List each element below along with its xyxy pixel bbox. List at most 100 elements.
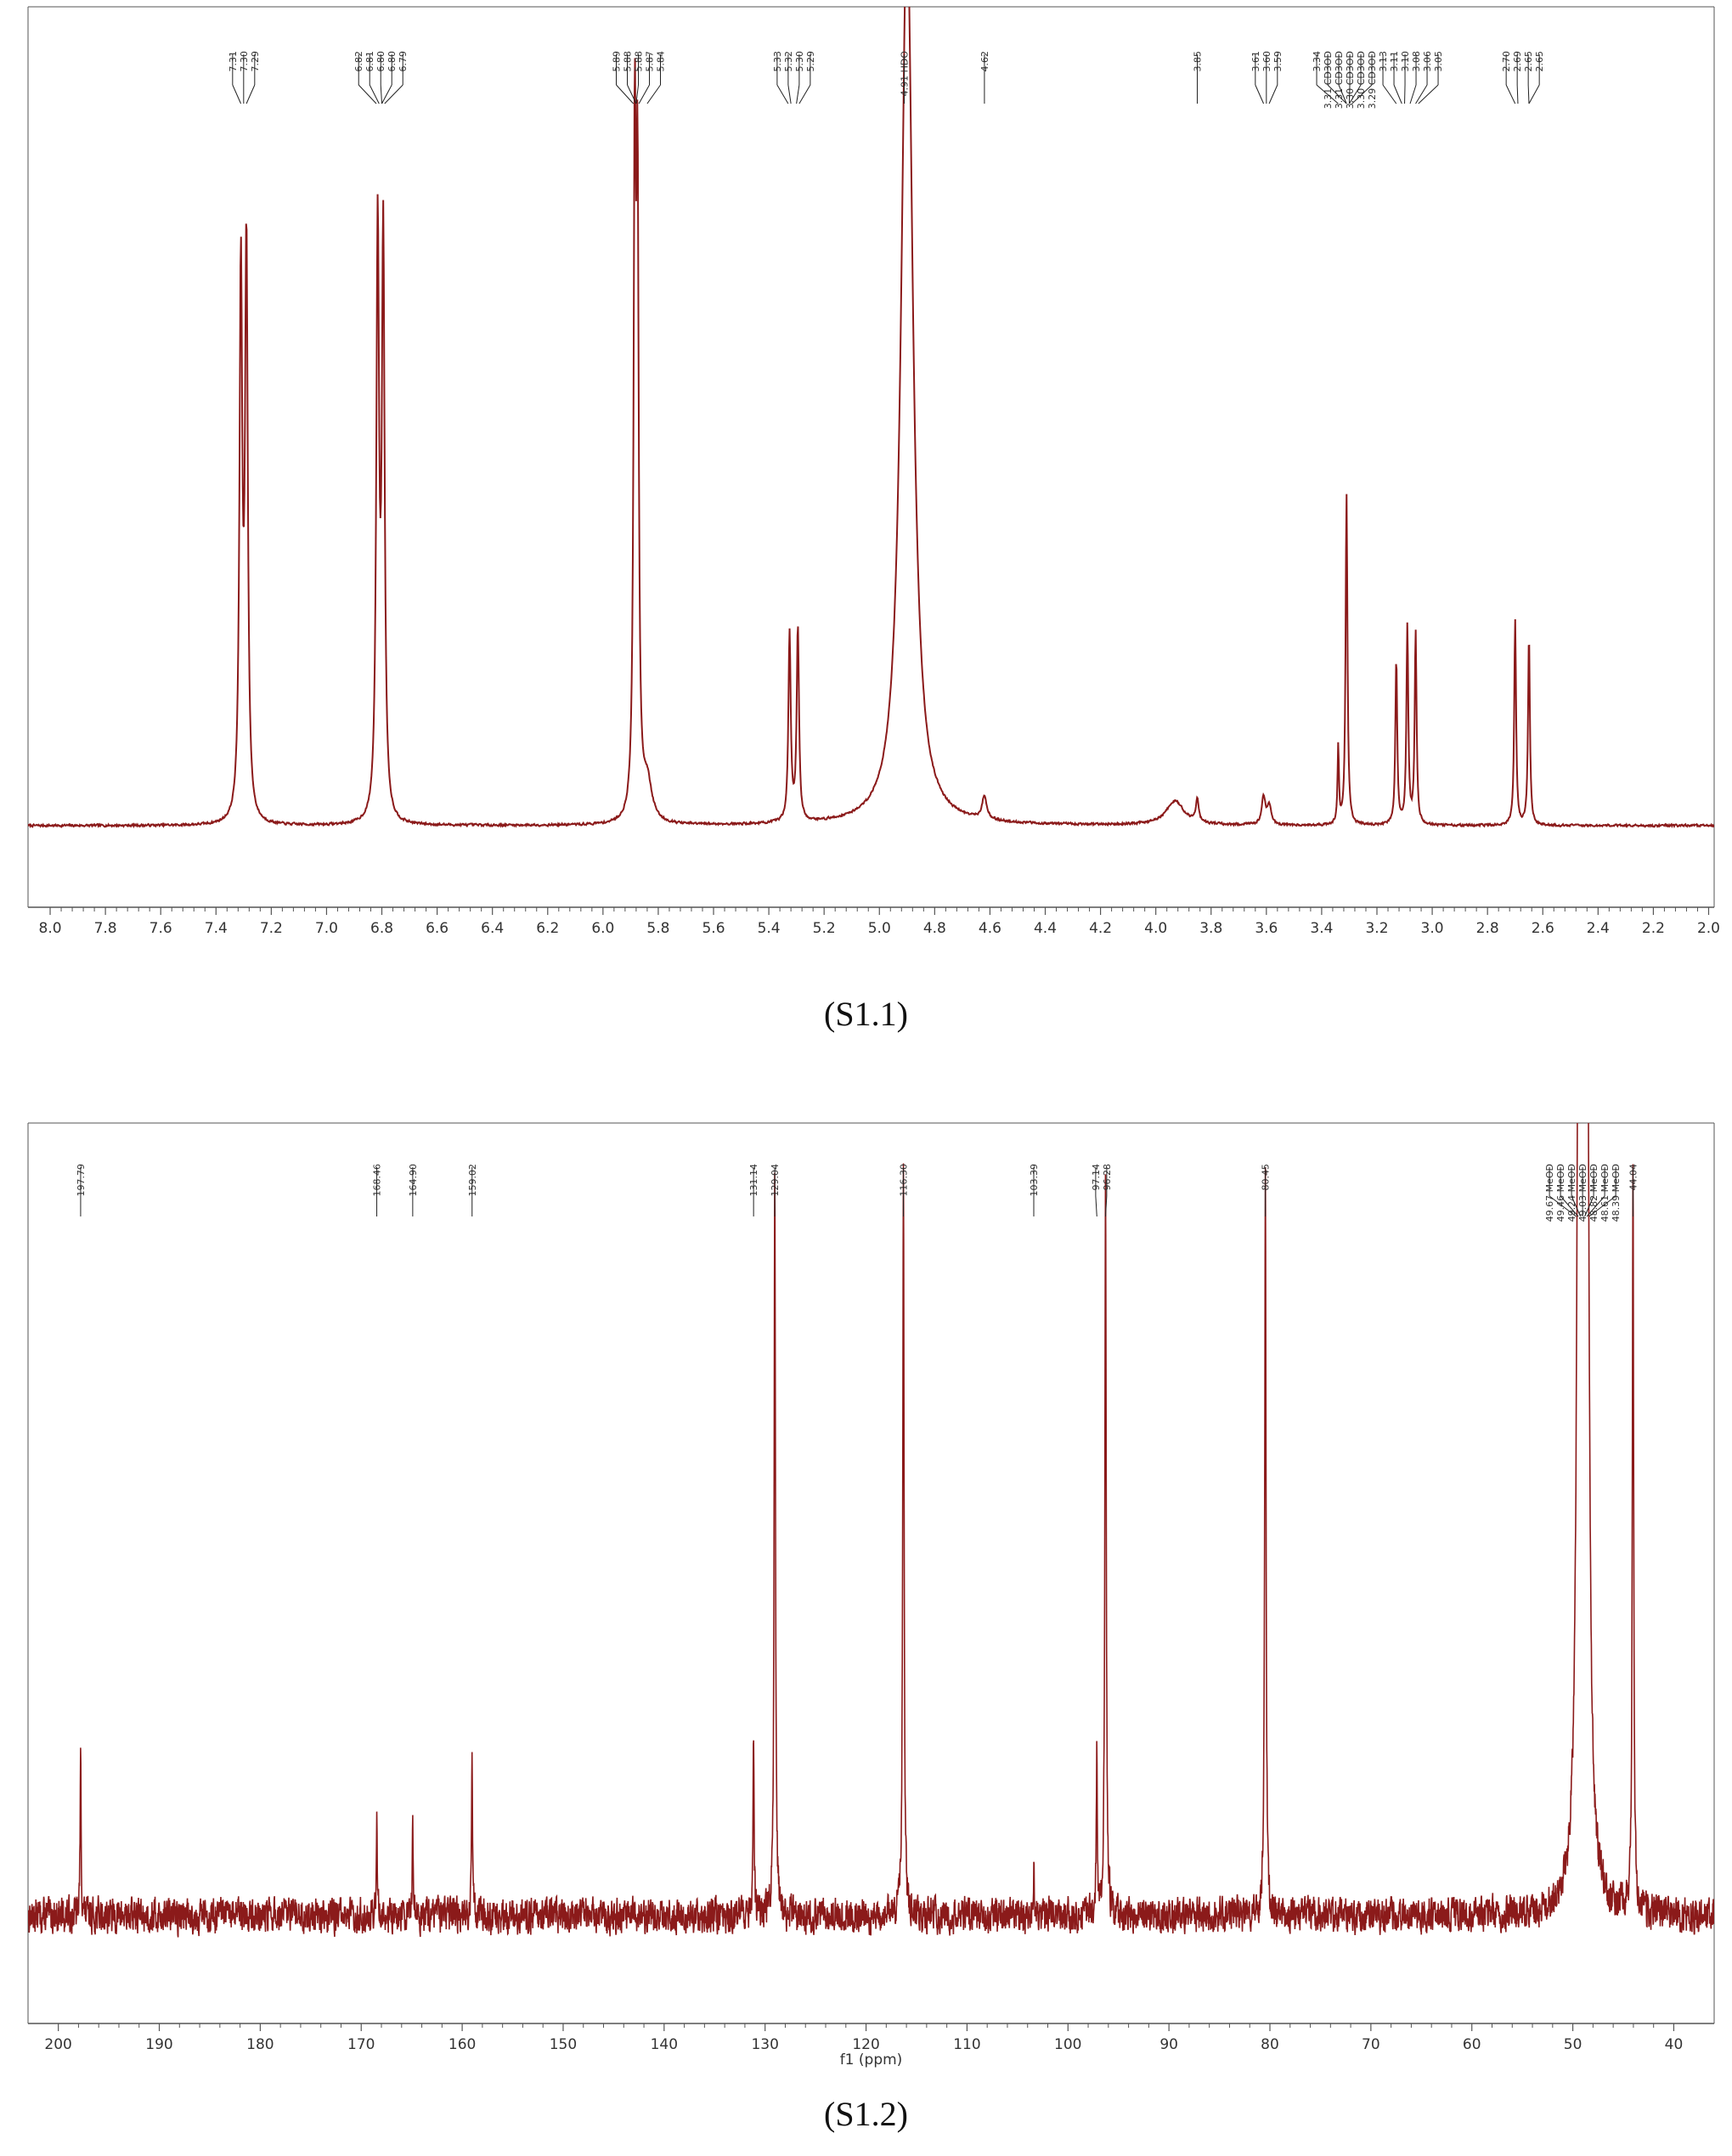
h1-peak-label-text: 2.65 <box>1534 51 1545 72</box>
c13-x-tick-label: 200 <box>44 2036 71 2053</box>
c13-x-tick-label: 180 <box>246 2036 274 2053</box>
h1-peak-leader <box>635 84 640 104</box>
c13-peak-label: 129.04 <box>770 1164 781 1216</box>
h1-peak-label: 5.89 <box>612 51 635 104</box>
h1-peak-leader <box>627 84 637 104</box>
c13-peak-leader <box>1549 1195 1577 1217</box>
h1-peak-leader <box>245 84 256 104</box>
c13-x-tick-label: 40 <box>1665 2036 1684 2053</box>
h1-x-tick-label: 6.4 <box>481 920 504 934</box>
c13-x-tick-label: 140 <box>651 2036 678 2053</box>
h1-peak-label: 7.29 <box>245 51 261 104</box>
c13-peak-label: 159.02 <box>467 1164 478 1216</box>
h1-x-tick-label: 7.0 <box>315 920 338 934</box>
h1-peak-label: 5.29 <box>798 51 816 104</box>
h1-peak-leader <box>232 84 242 104</box>
c13-peak-label: 131.14 <box>748 1164 759 1216</box>
h1-x-tick-label: 4.8 <box>923 920 946 934</box>
h1-peak-label: 3.34 <box>1312 51 1339 104</box>
c13-x-tick-label: 130 <box>751 2036 778 2053</box>
h1-x-tick-label: 2.0 <box>1697 920 1720 934</box>
h1-peak-label-text: 5.29 <box>805 51 816 72</box>
h1-peak-leader <box>1255 84 1265 104</box>
h1-peak-label: 4.62 <box>979 51 990 104</box>
h1-peak-leader <box>1348 84 1351 104</box>
h1-peak-leader <box>1409 84 1417 104</box>
h1-peak-label: 3.08 <box>1409 51 1422 104</box>
c13-x-tick-label: 70 <box>1362 2036 1380 2053</box>
h1-peak-leader <box>787 84 792 104</box>
c13-peak-leader <box>1586 1195 1605 1217</box>
h1-x-tick-label: 3.0 <box>1421 920 1444 934</box>
h1-peak-leader <box>796 84 800 104</box>
h1-peak-leader <box>1268 84 1278 104</box>
c13-x-tick-label: 90 <box>1159 2036 1178 2053</box>
h1-peak-label-text: 2.70 <box>1501 51 1512 72</box>
h1-peak-label: 7.30 <box>239 51 250 104</box>
h1-peak-leader <box>1327 84 1347 104</box>
c13-peak-leader <box>1584 1195 1594 1217</box>
c13-peak-label: 96.28 <box>1102 1164 1113 1217</box>
h1-peak-label-text: 5.30 <box>794 51 805 72</box>
h1-peak-label: 3.59 <box>1268 51 1283 104</box>
c13-nmr-panel: 200 190 180 170 160 150 140 130 120 110 100 90 80 70 6… <box>0 1104 1732 2081</box>
h1-peak-label-text: 5.32 <box>783 51 794 72</box>
h1-peak-leader <box>1393 84 1402 104</box>
h1-peak-label: 3.10 <box>1400 51 1411 104</box>
h1-x-tick-label: 5.6 <box>702 920 725 934</box>
h1-peak-label: 3.61 <box>1250 51 1265 104</box>
h1-peak-label-text: 2.69 <box>1512 51 1523 72</box>
c13-peak-label-text: 168.46 <box>372 1164 383 1197</box>
c13-peak-label-text: 159.02 <box>467 1164 478 1197</box>
h1-peak-leader <box>1415 84 1428 104</box>
h1-x-tick-label: 2.4 <box>1587 920 1610 934</box>
c13-peak-label: 97.14 <box>1091 1164 1102 1217</box>
c13-x-tick-label: 60 <box>1463 2036 1481 2053</box>
h1-x-tick-label: 4.0 <box>1144 920 1167 934</box>
c13-peak-label: 80.45 <box>1261 1164 1272 1216</box>
h1-peak-leader <box>358 84 377 104</box>
h1-x-tick-label: 3.4 <box>1310 920 1333 934</box>
h1-peak-label-text: 2.65 <box>1523 51 1534 72</box>
c13-x-tick-label: 170 <box>347 2036 375 2053</box>
h1-peak-label: 6.80 <box>381 51 398 104</box>
h1-peak-label: 3.31 CD3OD <box>1323 51 1347 109</box>
c13-peak-leader <box>1560 1195 1579 1217</box>
h1-peak-leader <box>369 84 380 104</box>
h1-peak-leader <box>384 84 403 104</box>
c13-peak-label-text: 103.39 <box>1029 1164 1040 1197</box>
h1-peak-label: 3.06 <box>1415 51 1433 104</box>
h1-peak-leader <box>638 84 650 104</box>
c13-x-tick-label: 190 <box>145 2036 172 2053</box>
h1-x-tick-label: 4.4 <box>1034 920 1057 934</box>
h1-x-tick-label: 7.8 <box>94 920 117 934</box>
h1-peak-label: 2.65 <box>1528 51 1545 104</box>
h1-peak-label: 3.31 CD3OD <box>1334 51 1347 109</box>
c13-peak-label: 197.79 <box>76 1164 87 1216</box>
c13-nmr-spectrum-chart: 200 190 180 170 160 150 140 130 120 110 100 90 80 70 6… <box>27 1122 1715 2069</box>
h1-x-tick-label: 6.6 <box>426 920 449 934</box>
h1-peak-label: 5.30 <box>794 51 805 104</box>
h1-peak-label: 3.11 <box>1389 51 1402 104</box>
h1-x-tick-label: 3.8 <box>1199 920 1222 934</box>
c13-peak-label: 48.82 MeOD <box>1584 1164 1599 1222</box>
c13-x-tick-label: 80 <box>1261 2036 1279 2053</box>
h1-peak-leader <box>381 84 392 104</box>
h1-nmr-panel: 8.0 7.8 7.6 7.4 7.2 7.0 6.8 6.6 6.4 6.2 6.0 5.8 5.6 5… <box>0 0 1732 934</box>
c13-peak-label-text: 96.28 <box>1102 1164 1113 1191</box>
c13-peak-label: 48.61 MeOD <box>1586 1164 1611 1222</box>
h1-peak-leader <box>1418 84 1439 104</box>
h1-x-tick-label: 6.8 <box>370 920 393 934</box>
h1-x-tick-label: 5.2 <box>813 920 836 934</box>
c13-x-tick-label: 150 <box>550 2036 577 2053</box>
c13-peak-label: 48.39 MeOD <box>1588 1164 1622 1222</box>
h1-nmr-caption: (S1.1) <box>824 995 908 1033</box>
h1-peak-leader <box>1316 84 1339 104</box>
h1-peak-label-text: 5.33 <box>772 51 783 72</box>
c13-peak-leader <box>1104 1195 1108 1217</box>
c13-x-axis-title: f1 (ppm) <box>840 2052 903 2069</box>
h1-peak-label: 3.60 <box>1261 51 1272 104</box>
h1-peak-leader <box>646 84 661 104</box>
c13-peak-label: 44.04 <box>1628 1164 1639 1216</box>
h1-x-tick-label: 8.0 <box>39 920 62 934</box>
